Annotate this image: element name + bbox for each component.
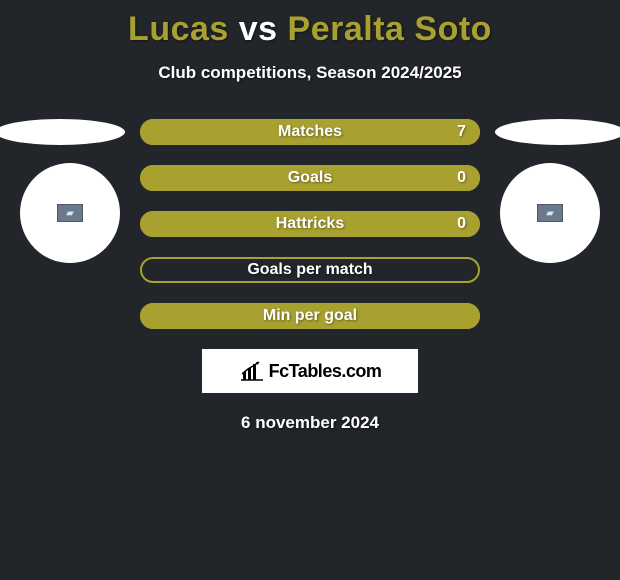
stat-bar-label: Matches <box>278 123 342 141</box>
stat-bar: Goals 0 <box>140 165 480 191</box>
subtitle: Club competitions, Season 2024/2025 <box>0 63 620 83</box>
logo-text: FcTables.com <box>269 361 382 382</box>
title-player2: Peralta Soto <box>288 10 492 48</box>
stat-bar-value: 0 <box>457 215 466 233</box>
badge-ellipse-right <box>495 119 620 145</box>
player1-avatar: ▰ <box>20 163 120 263</box>
stat-bar-value: 7 <box>457 123 466 141</box>
stat-bar: Hattricks 0 <box>140 211 480 237</box>
badge-ellipse-left <box>0 119 125 145</box>
stat-bar: Goals per match <box>140 257 480 283</box>
stat-bar-label: Hattricks <box>276 215 344 233</box>
source-logo: FcTables.com <box>202 349 418 393</box>
stat-bar-value: 0 <box>457 169 466 187</box>
placeholder-image-icon: ▰ <box>57 204 83 222</box>
stat-bars: Matches 7 Goals 0 Hattricks 0 Goals per match M… <box>140 119 480 329</box>
comparison-container: ▰ ▰ Matches 7 Goals 0 Hattricks 0 Goals per ma… <box>0 119 620 433</box>
title-player1: Lucas <box>128 10 229 48</box>
date-label: 6 november 2024 <box>0 413 620 433</box>
stat-bar: Matches 7 <box>140 119 480 145</box>
player2-avatar: ▰ <box>500 163 600 263</box>
stat-bar-label: Goals per match <box>247 261 372 279</box>
placeholder-image-icon: ▰ <box>537 204 563 222</box>
page-title: Lucas vs Peralta Soto <box>0 0 620 49</box>
chart-icon <box>239 360 265 382</box>
stat-bar: Min per goal <box>140 303 480 329</box>
title-vs: vs <box>239 10 278 48</box>
stat-bar-label: Min per goal <box>263 307 357 325</box>
stat-bar-label: Goals <box>288 169 332 187</box>
